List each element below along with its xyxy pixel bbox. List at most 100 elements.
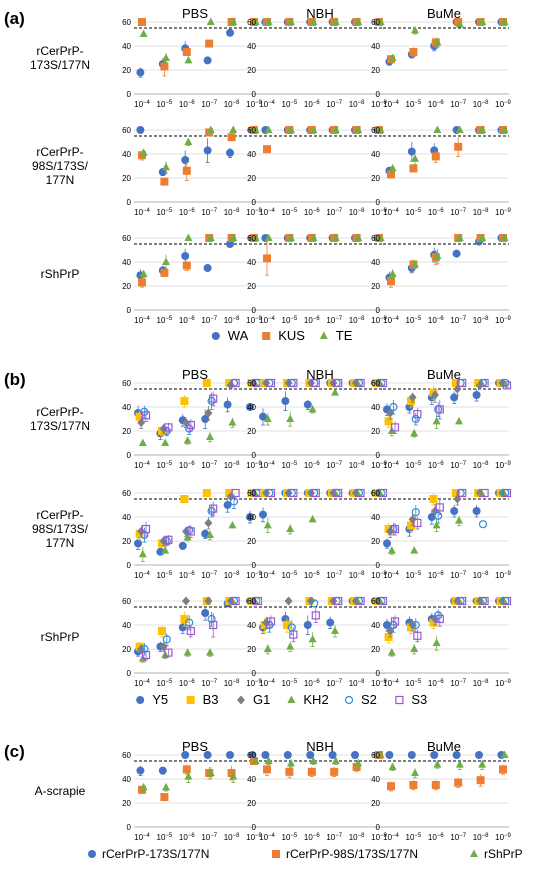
data-point — [390, 617, 400, 626]
data-point — [283, 751, 292, 759]
data-point — [228, 520, 237, 529]
x-tick-label: 10−4 — [383, 100, 399, 109]
x-tick-label: 10−8 — [224, 208, 240, 217]
x-tick-label: 10−9 — [246, 679, 262, 688]
x-tick-label: 10−6 — [179, 208, 195, 217]
x-tick-label: 10−8 — [349, 208, 365, 217]
data-point — [334, 596, 343, 606]
data-point — [475, 751, 483, 759]
data-point — [387, 277, 395, 286]
data-point — [429, 495, 438, 503]
data-point — [134, 539, 142, 548]
legend-label: rCerPrP-98S/173S/177N — [286, 847, 418, 861]
data-point — [433, 251, 442, 259]
data-point — [203, 146, 212, 155]
data-point — [162, 257, 170, 265]
x-tick-label: 10−6 — [179, 461, 195, 470]
subplot-a-2-NBH: 0 20 40 60 10−4 10−5 10−6 10−7 10−8 10−9 — [247, 125, 388, 217]
y-tick-label: 20 — [371, 174, 380, 183]
x-tick-label: 10−9 — [246, 100, 262, 109]
data-point — [263, 254, 271, 263]
data-point — [478, 520, 488, 529]
data-point — [204, 408, 213, 418]
x-tick-label: 10−7 — [450, 833, 466, 842]
x-tick-label: 10−9 — [495, 833, 511, 842]
data-point — [376, 17, 385, 25]
data-point — [281, 397, 290, 405]
data-point — [454, 778, 463, 787]
data-point — [264, 17, 273, 25]
data-point — [450, 507, 459, 515]
y-tick-label: 20 — [247, 174, 256, 183]
legend-label: rCerPrP-173S/177N — [102, 847, 209, 861]
x-tick-label: 10−9 — [371, 571, 387, 580]
data-point — [263, 520, 272, 529]
data-point — [138, 438, 147, 446]
subplot-c-1-BuMe: 0 20 40 60 10−4 10−5 10−6 10−7 10−8 10−9 — [371, 750, 512, 842]
data-point — [306, 751, 315, 759]
data-point — [259, 412, 267, 421]
y-tick-label: 40 — [247, 621, 256, 630]
data-point — [140, 530, 149, 540]
x-tick-label: 10−9 — [371, 208, 387, 217]
x-tick-label: 10−6 — [428, 208, 444, 217]
y-tick-label: 40 — [247, 403, 256, 412]
column-header: PBS — [182, 367, 208, 382]
data-point — [331, 626, 339, 634]
x-tick-label: 10−5 — [282, 316, 298, 325]
data-point — [202, 379, 211, 387]
legend-label: S3 — [411, 692, 427, 707]
data-point — [246, 403, 254, 411]
x-tick-label: 10−4 — [383, 833, 399, 842]
data-point — [286, 642, 295, 650]
data-point — [411, 259, 419, 268]
data-point — [390, 524, 400, 534]
y-tick-label: 40 — [122, 775, 131, 784]
x-tick-label: 10−4 — [259, 679, 275, 688]
data-point — [160, 62, 169, 71]
y-tick-label: 20 — [247, 799, 256, 808]
x-tick-label: 10−5 — [157, 316, 173, 325]
data-point — [184, 233, 193, 241]
data-point — [139, 29, 148, 37]
data-point — [162, 635, 171, 644]
x-tick-label: 10−4 — [259, 571, 275, 580]
y-tick-label: 60 — [247, 751, 256, 760]
x-tick-label: 10−5 — [282, 833, 298, 842]
x-tick-label: 10−6 — [428, 461, 444, 470]
x-tick-label: 10−5 — [282, 679, 298, 688]
x-tick-label: 10−6 — [179, 679, 195, 688]
data-point — [351, 751, 359, 759]
column-header: NBH — [306, 6, 333, 21]
data-point — [480, 488, 489, 498]
x-tick-label: 10−5 — [406, 208, 422, 217]
data-point — [388, 762, 397, 770]
legend-b: Y5 B3 G1 KH2 S2 S3 — [136, 692, 427, 707]
subplot-b-1-BuMe: 0 20 40 60 10−4 10−5 10−6 10−7 10−8 10−9 — [371, 378, 512, 470]
x-tick-label: 10−8 — [349, 571, 365, 580]
data-point — [158, 766, 167, 775]
data-point — [181, 156, 190, 164]
data-point — [500, 750, 509, 758]
y-tick-label: 0 — [252, 561, 257, 570]
panel-label: (a) — [4, 9, 25, 28]
data-point — [451, 489, 460, 497]
x-tick-label: 10−4 — [134, 316, 150, 325]
data-point — [390, 423, 400, 432]
x-tick-label: 10−7 — [326, 833, 342, 842]
y-tick-label: 20 — [247, 282, 256, 291]
data-point — [411, 620, 420, 630]
x-tick-label: 10−8 — [349, 316, 365, 325]
data-point — [303, 621, 312, 629]
data-point — [500, 125, 509, 133]
subplot-b-2-BuMe: 0 20 40 60 10−4 10−5 10−6 10−7 10−8 10−9 — [371, 488, 512, 580]
y-tick-label: 40 — [122, 403, 131, 412]
data-point — [303, 400, 312, 409]
x-tick-label: 10−9 — [495, 316, 511, 325]
x-tick-label: 10−6 — [428, 316, 444, 325]
subplot-a-2-PBS: 0 20 40 60 10−4 10−5 10−6 10−7 10−8 10−9 — [122, 125, 263, 217]
x-tick-label: 10−6 — [304, 100, 320, 109]
x-tick-label: 10−8 — [349, 100, 365, 109]
data-point — [309, 233, 318, 241]
